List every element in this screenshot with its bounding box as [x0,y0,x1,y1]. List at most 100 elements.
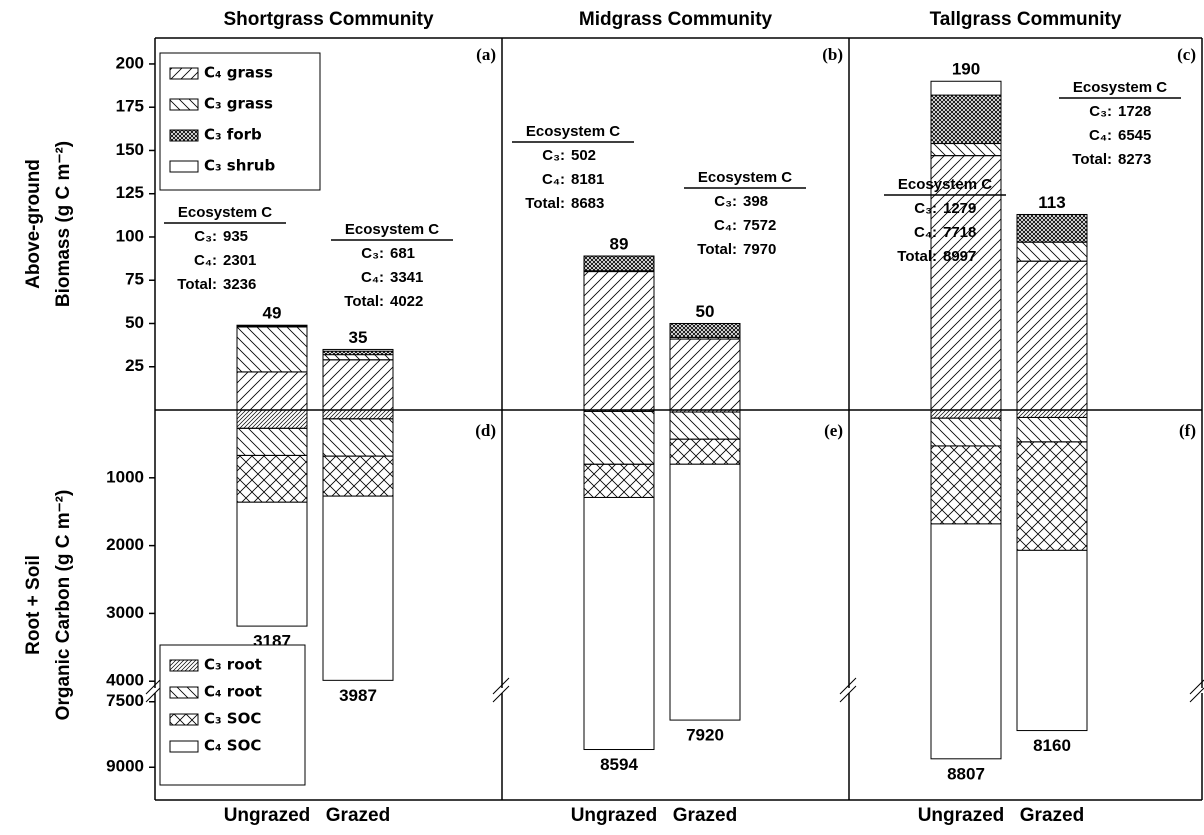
y-tick-label: 4000 [106,671,144,690]
annotation-label: C₃: [194,228,217,245]
panel-label: (c) [1177,45,1196,64]
annotation-label: C₃: [914,200,937,217]
bar-segment [930,409,1002,419]
bar-segment [322,455,394,497]
annotation-title: Ecosystem C [345,221,439,238]
annotation-label: C₄: [1089,127,1112,144]
bar-segment [322,354,394,361]
bar-segment [236,409,308,429]
panel-label: (b) [822,45,843,64]
y-tick-label: 200 [116,53,144,72]
x-tick-label: Grazed [1020,805,1084,826]
bar-segment [322,495,394,681]
legend-swatch [169,67,199,80]
annotation-value: 681 [390,245,415,262]
bar-segment [236,427,308,456]
annotation-value: 7970 [743,241,776,258]
y-tick-label: 75 [125,270,144,289]
bar-segment [322,350,394,356]
y-tick-label: 1000 [106,467,144,486]
bar-segment [1016,409,1088,418]
y-tick-label: 125 [116,183,144,202]
annotation-label: Total: [1072,151,1112,168]
annotation-label: Total: [897,248,937,265]
bar-segment [583,255,655,272]
annotation-label: C₄: [361,269,384,286]
bar-segment [1016,416,1088,443]
bar-segment [669,338,741,411]
x-tick-label: Ungrazed [918,805,1005,826]
legend-swatch [169,659,199,672]
bar-segment [930,155,1002,411]
legend-swatch [169,129,199,142]
y-axis-title: Root + Soil [23,555,44,655]
panel-label: (f) [1179,421,1196,440]
x-tick-label: Grazed [326,805,390,826]
annotation-title: Ecosystem C [698,169,792,186]
annotation-title: Ecosystem C [178,204,272,221]
annotation-label: Total: [525,195,565,212]
total-label: 8807 [947,764,985,783]
bar-segment [236,454,308,503]
total-label: 8160 [1033,736,1071,755]
bar-segment [930,523,1002,760]
annotation-label: C₃: [714,193,737,210]
annotation-value: 8181 [571,171,604,188]
y-tick-label: 9000 [106,757,144,776]
annotation-value: 6545 [1118,127,1151,144]
annotation-value: 8273 [1118,151,1151,168]
legend-label: C₃ shrub [204,157,275,175]
annotation-label: Total: [177,276,217,293]
y-tick-label: 3000 [106,603,144,622]
y-axis-title: Above-ground [23,159,44,289]
bar-segment [583,463,655,498]
y-axis-title: Biomass (g C m⁻²) [53,141,74,307]
bar-segment [322,409,394,420]
bar-segment [583,410,655,465]
bar-segment [322,359,394,411]
annotation-label: C₄: [194,252,217,269]
bar-segment [669,463,741,721]
bar-segment [236,501,308,627]
bar-segment [1016,441,1088,551]
bar-segment [583,496,655,751]
y-tick-label: 175 [116,97,144,116]
legend-label: C₄ grass [204,64,273,82]
legend-label: C₄ SOC [204,737,261,755]
group-title: Midgrass Community [579,9,773,30]
annotation-value: 7572 [743,217,776,234]
annotation-value: 2301 [223,252,256,269]
bar-segment [583,271,655,411]
panel-label: (d) [475,421,496,440]
annotation-value: 8683 [571,195,604,212]
total-label: 8594 [600,755,638,774]
bar-segment [236,371,308,411]
legend-label: C₃ root [204,656,262,674]
annotation-label: Total: [344,293,384,310]
legend-label: C₄ root [204,683,262,701]
annotation-value: 3341 [390,269,423,286]
annotation-value: 3236 [223,276,256,293]
annotation-title: Ecosystem C [898,176,992,193]
annotation-label: Total: [697,241,737,258]
legend-label: C₃ grass [204,95,273,113]
y-axis-title: Organic Carbon (g C m⁻²) [53,490,74,721]
bar-segment [236,324,308,327]
bar-segment [1016,241,1088,262]
annotation-value: 8997 [943,248,976,265]
axis-break [145,677,1204,703]
legend-label: C₃ SOC [204,710,261,728]
annotation-value: 502 [571,147,596,164]
y-tick-label: 50 [125,313,144,332]
group-title: Shortgrass Community [223,9,434,30]
x-tick-label: Grazed [673,805,737,826]
total-label: 50 [696,302,715,321]
total-label: 89 [610,234,629,253]
total-label: 113 [1038,193,1065,212]
legend-swatch [169,98,199,111]
y-tick-label: 2000 [106,535,144,554]
annotation-label: C₄: [914,224,937,241]
legend-swatch [169,740,199,753]
legend-swatch [169,686,199,699]
